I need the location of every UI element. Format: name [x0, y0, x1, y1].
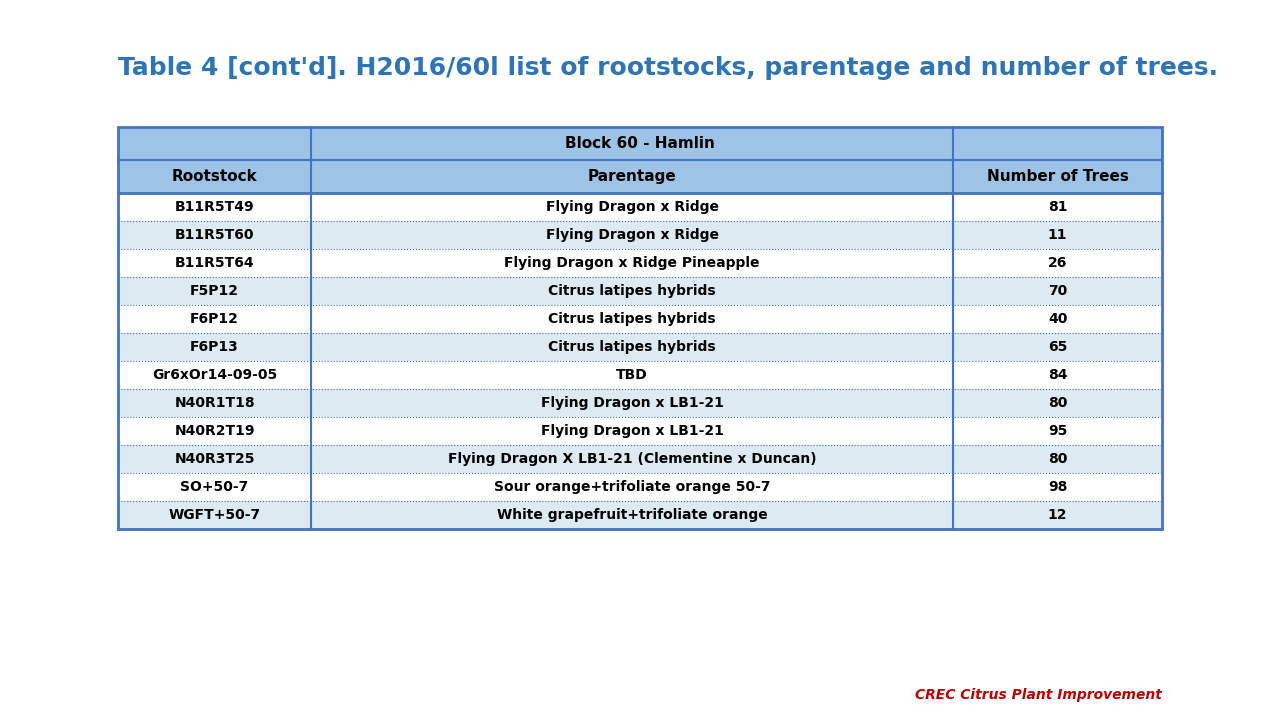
Text: 95: 95: [1048, 424, 1068, 438]
Text: WGFT+50-7: WGFT+50-7: [169, 508, 261, 522]
Text: Number of Trees: Number of Trees: [987, 169, 1129, 184]
Bar: [118, 160, 311, 193]
Text: TBD: TBD: [616, 368, 648, 382]
Bar: [118, 249, 1162, 277]
Text: F6P12: F6P12: [191, 312, 239, 326]
Bar: [118, 389, 1162, 417]
Text: 65: 65: [1048, 340, 1068, 354]
Text: White grapefruit+trifoliate orange: White grapefruit+trifoliate orange: [497, 508, 768, 522]
Text: B11R5T49: B11R5T49: [175, 200, 255, 214]
Text: 26: 26: [1048, 256, 1068, 270]
Text: Flying Dragon x LB1-21: Flying Dragon x LB1-21: [540, 424, 723, 438]
Text: F6P13: F6P13: [191, 340, 239, 354]
Text: B11R5T64: B11R5T64: [175, 256, 255, 270]
Bar: [118, 501, 1162, 529]
Text: Flying Dragon x Ridge Pineapple: Flying Dragon x Ridge Pineapple: [504, 256, 760, 270]
Text: N40R1T18: N40R1T18: [174, 396, 255, 410]
Bar: [118, 305, 1162, 333]
Text: 80: 80: [1048, 452, 1068, 466]
Bar: [311, 160, 954, 193]
Text: 11: 11: [1048, 228, 1068, 242]
Bar: [118, 193, 1162, 221]
Text: Flying Dragon X LB1-21 (Clementine x Duncan): Flying Dragon X LB1-21 (Clementine x Dun…: [448, 452, 817, 466]
Bar: [118, 417, 1162, 445]
Bar: [118, 361, 1162, 389]
Bar: [118, 473, 1162, 501]
Text: Sour orange+trifoliate orange 50-7: Sour orange+trifoliate orange 50-7: [494, 480, 771, 494]
Bar: [118, 221, 1162, 249]
Bar: [118, 445, 1162, 473]
Text: Block 60 - Hamlin: Block 60 - Hamlin: [564, 136, 716, 151]
Text: Citrus latipes hybrids: Citrus latipes hybrids: [548, 284, 716, 298]
Bar: [118, 127, 1162, 160]
Text: B11R5T60: B11R5T60: [175, 228, 255, 242]
Text: 98: 98: [1048, 480, 1068, 494]
Text: 40: 40: [1048, 312, 1068, 326]
Text: 12: 12: [1048, 508, 1068, 522]
Text: 70: 70: [1048, 284, 1068, 298]
Text: Rootstock: Rootstock: [172, 169, 257, 184]
Text: 81: 81: [1048, 200, 1068, 214]
Text: Flying Dragon x Ridge: Flying Dragon x Ridge: [545, 228, 718, 242]
Bar: [118, 333, 1162, 361]
Text: 84: 84: [1048, 368, 1068, 382]
Text: N40R2T19: N40R2T19: [174, 424, 255, 438]
Text: 80: 80: [1048, 396, 1068, 410]
Text: CREC Citrus Plant Improvement: CREC Citrus Plant Improvement: [915, 688, 1162, 702]
Bar: [118, 127, 1162, 529]
Text: Citrus latipes hybrids: Citrus latipes hybrids: [548, 312, 716, 326]
Bar: [118, 277, 1162, 305]
Text: Citrus latipes hybrids: Citrus latipes hybrids: [548, 340, 716, 354]
Text: F5P12: F5P12: [189, 284, 239, 298]
Text: Table 4 [cont'd]. H2016/60l list of rootstocks, parentage and number of trees.: Table 4 [cont'd]. H2016/60l list of root…: [118, 56, 1219, 80]
Text: N40R3T25: N40R3T25: [174, 452, 255, 466]
Text: Flying Dragon x Ridge: Flying Dragon x Ridge: [545, 200, 718, 214]
Bar: [954, 160, 1162, 193]
Text: SO+50-7: SO+50-7: [180, 480, 248, 494]
Text: Gr6xOr14-09-05: Gr6xOr14-09-05: [152, 368, 278, 382]
Text: Parentage: Parentage: [588, 169, 677, 184]
Text: Flying Dragon x LB1-21: Flying Dragon x LB1-21: [540, 396, 723, 410]
